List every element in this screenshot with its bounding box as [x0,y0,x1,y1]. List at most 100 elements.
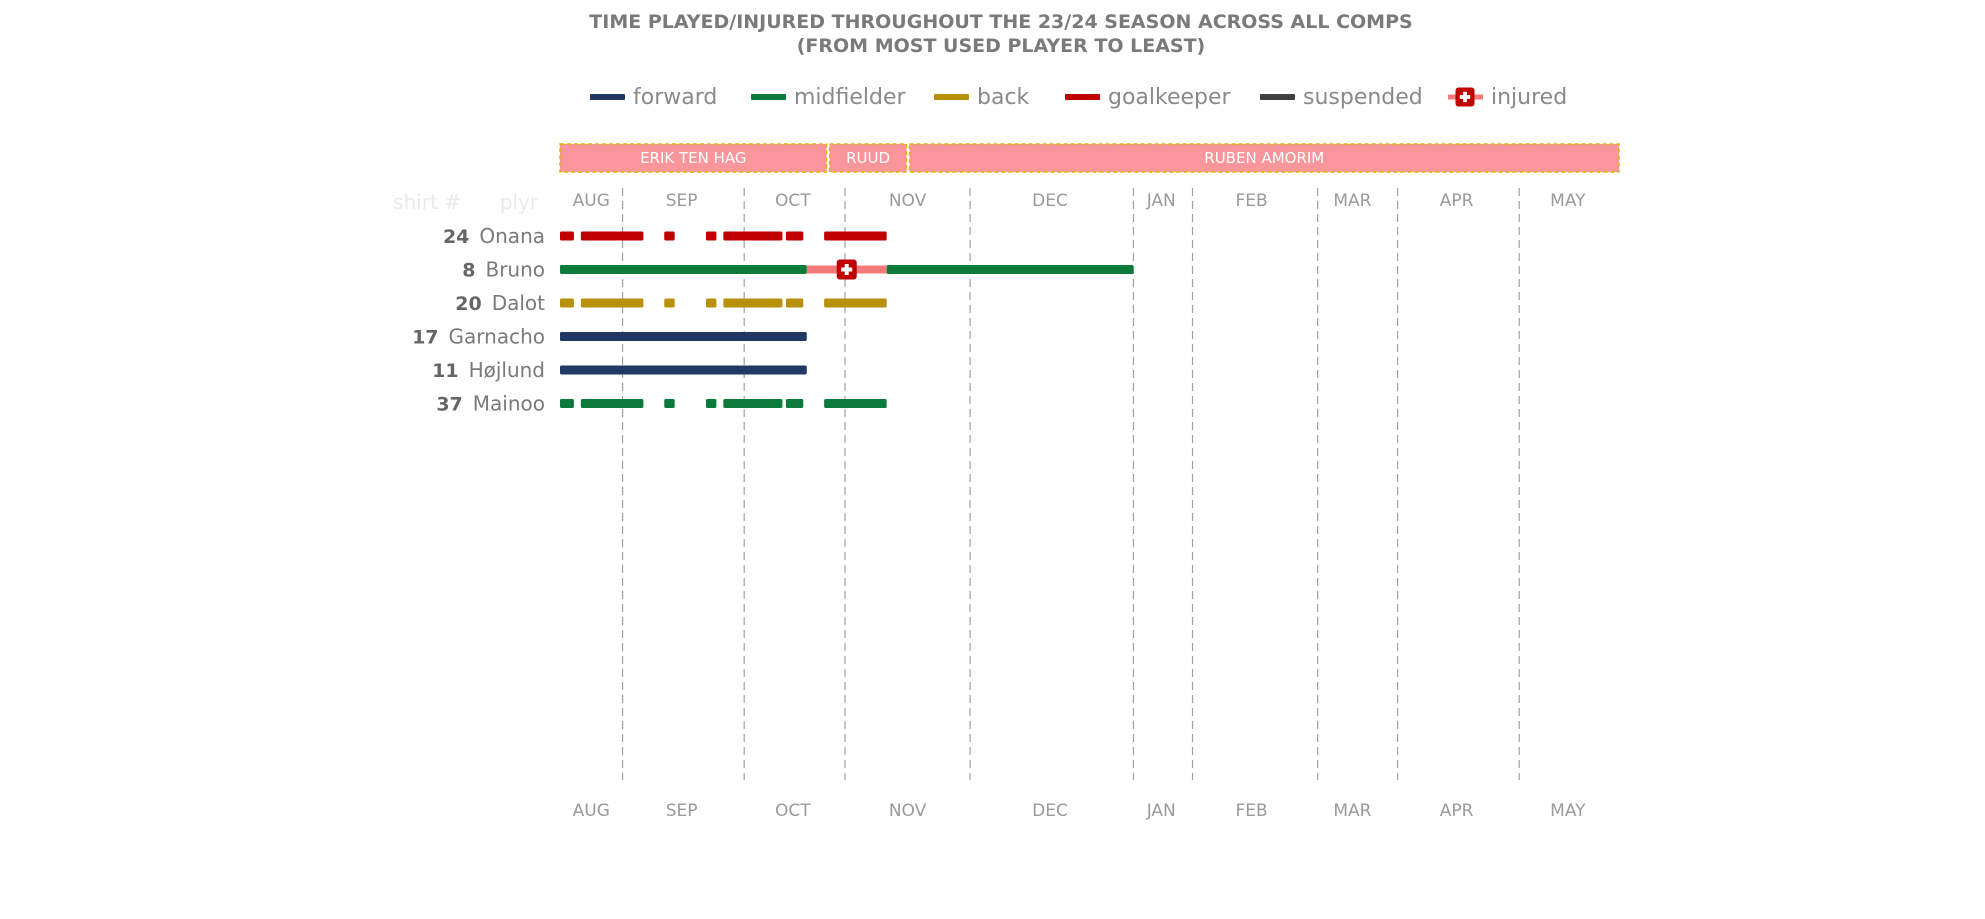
manager-band-1 [828,143,908,173]
month-label-top-sep: SEP [666,191,698,211]
legend-label-injured: injured [1491,85,1567,110]
shirt-number: 24 [443,226,469,248]
month-label-bottom-feb: FEB [1236,801,1268,821]
month-label-bottom-mar: MAR [1333,801,1371,821]
medical-cross-icon [1455,87,1475,107]
player-row-bruno: Bruno 8 [462,258,1134,282]
legend-item-suspended: suspended [1260,85,1423,110]
player-row-onana: Onana 24 [443,224,887,248]
month-label-bottom-sep: SEP [666,801,698,821]
played-bar-4 [723,399,783,408]
medical-cross-v [844,264,849,275]
month-label-bottom-jan: JAN [1146,801,1176,821]
played-bar-3 [705,298,717,308]
month-gridlines [621,188,1520,780]
month-label-top-apr: APR [1440,191,1474,211]
legend-swatch-goalkeeper [1065,94,1100,100]
player-name: Højlund [469,358,545,382]
manager-label-0: ERIK TEN HAG [640,149,746,167]
played-bar-1 [886,265,1134,274]
player-row-garnacho: Garnacho 17 [412,325,807,349]
month-label-top-aug: AUG [573,191,610,211]
month-label-top-nov: NOV [889,191,927,211]
played-bar-4 [723,231,783,241]
legend-swatch-midfielder [751,94,786,100]
shirt-number: 11 [432,360,458,382]
legend-item-midfielder: midfielder [751,85,907,110]
month-label-top-dec: DEC [1032,191,1068,211]
month-label-bottom-dec: DEC [1032,801,1068,821]
played-bar-2 [664,399,675,408]
played-bar-0 [560,365,807,375]
played-bar-1 [580,231,644,241]
legend-label-forward: forward [633,85,717,110]
player-name: Garnacho [449,325,545,349]
played-bar-0 [560,399,574,408]
player-name: Mainoo [473,392,545,416]
manager-label-1: RUUD [846,149,890,167]
player-column-header: plyr [500,190,539,214]
medical-cross-v [1463,91,1467,103]
played-bar-6 [824,231,887,241]
legend-label-goalkeeper: goalkeeper [1108,85,1232,110]
month-label-top-jan: JAN [1146,191,1176,211]
played-bar-0 [560,332,807,341]
shirt-number: 37 [436,394,462,416]
player-name: Onana [479,224,545,248]
legend-label-back: back [977,85,1030,110]
legend-item-goalkeeper: goalkeeper [1065,85,1232,110]
month-label-top-feb: FEB [1236,191,1268,211]
month-label-bottom-may: MAY [1550,801,1586,821]
player-row-dalot: Dalot 20 [455,291,887,315]
legend: forward midfielder back goalkeeper suspended… [590,85,1567,110]
player-row-mainoo: Mainoo 37 [436,392,887,416]
player-name: Dalot [492,291,545,315]
month-label-bottom-nov: NOV [889,801,927,821]
shirt-column-header: shirt # [393,190,461,214]
played-bar-1 [580,399,644,408]
manager-bands: ERIK TEN HAG RUUD RUBEN AMORIM [559,143,1620,173]
played-bar-6 [824,298,887,308]
month-label-bottom-apr: APR [1440,801,1474,821]
legend-item-forward: forward [590,85,717,110]
month-label-bottom-aug: AUG [573,801,610,821]
legend-swatch-suspended [1260,94,1295,100]
played-bar-3 [705,231,717,241]
manager-band-2 [908,143,1620,173]
played-bar-6 [824,399,887,408]
shirt-number: 8 [462,260,475,282]
played-bar-3 [705,399,717,408]
played-bar-5 [785,399,804,408]
played-bar-5 [785,231,804,241]
played-bar-0 [560,298,574,308]
legend-item-back: back [934,85,1030,110]
player-row-højlund: Højlund 11 [432,358,807,382]
played-bar-0 [560,265,807,274]
legend-label-midfielder: midfielder [794,85,907,110]
legend-swatch-back [934,94,969,100]
medical-cross-icon [836,259,857,280]
played-bar-2 [664,231,675,241]
played-bar-4 [723,298,783,308]
shirt-number: 17 [412,327,438,349]
player-name: Bruno [485,258,545,282]
legend-item-injured: injured [1448,85,1567,110]
played-bar-0 [560,231,574,241]
month-labels-bottom: AUG SEP OCT NOV DEC JAN FEB MAR APR MAY [573,801,1587,821]
month-label-top-may: MAY [1550,191,1586,211]
chart-subtitle: (FROM MOST USED PLAYER TO LEAST) [797,35,1206,57]
played-bar-2 [664,298,675,308]
player-rows: Onana 24 Bruno 8 Dalot 20 Garnacho 17 Højlund 11 M… [412,224,1134,416]
played-bar-1 [580,298,644,308]
month-label-bottom-oct: OCT [775,801,811,821]
month-labels-top: AUG SEP OCT NOV DEC JAN FEB MAR APR MAY [573,191,1587,211]
manager-label-2: RUBEN AMORIM [1204,149,1324,167]
legend-swatch-forward [590,94,625,100]
legend-label-suspended: suspended [1303,85,1423,110]
month-label-top-mar: MAR [1333,191,1371,211]
shirt-number: 20 [455,293,481,315]
played-bar-5 [785,298,804,308]
manager-band-0 [559,143,828,173]
chart-title: TIME PLAYED/INJURED THROUGHOUT THE 23/24… [589,11,1412,33]
